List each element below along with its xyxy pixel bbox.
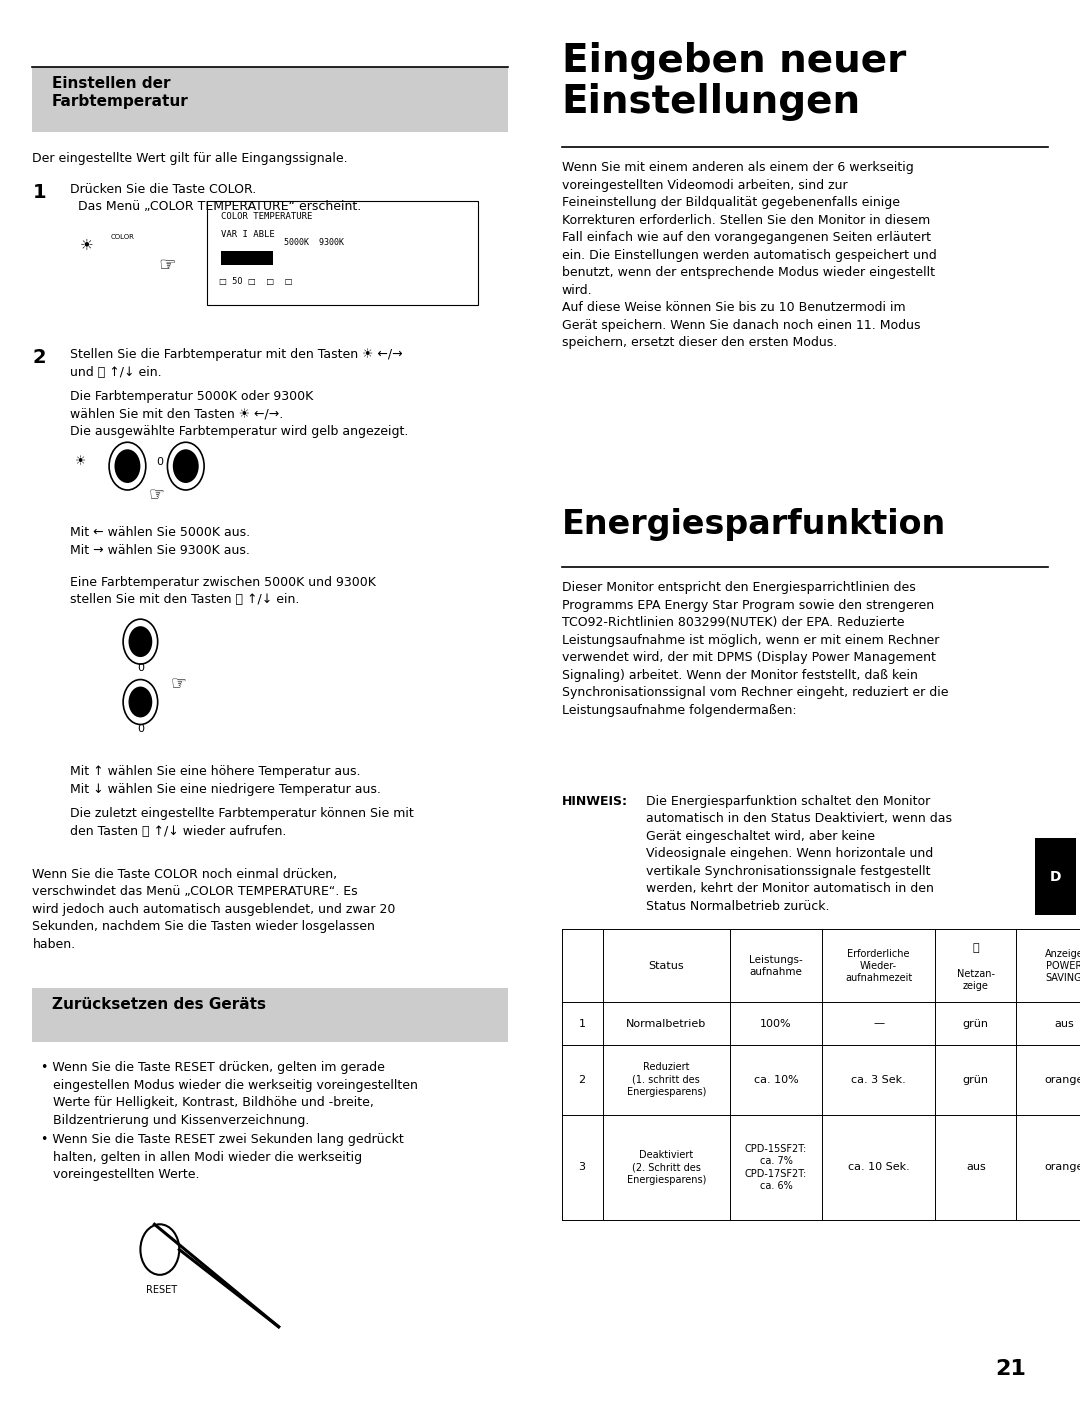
Text: Eingeben neuer
Einstellungen: Eingeben neuer Einstellungen xyxy=(562,42,906,121)
FancyBboxPatch shape xyxy=(1035,838,1076,915)
FancyBboxPatch shape xyxy=(32,988,508,1042)
Text: aus: aus xyxy=(966,1163,986,1172)
Text: Die zuletzt eingestellte Farbtemperatur können Sie mit
den Tasten ⓩ ↑/↓ wieder a: Die zuletzt eingestellte Farbtemperatur … xyxy=(70,807,414,838)
Text: ☞: ☞ xyxy=(159,256,176,275)
Text: Normalbetrieb: Normalbetrieb xyxy=(626,1018,706,1029)
Text: Erforderliche
Wieder-
aufnahmezeit: Erforderliche Wieder- aufnahmezeit xyxy=(845,949,913,983)
Text: Stellen Sie die Farbtemperatur mit den Tasten ☀ ←/→
und ⓩ ↑/↓ ein.: Stellen Sie die Farbtemperatur mit den T… xyxy=(70,348,403,379)
Text: Energiesparfunktion: Energiesparfunktion xyxy=(562,508,946,542)
Text: • Wenn Sie die Taste RESET drücken, gelten im gerade
   eingestellen Modus wiede: • Wenn Sie die Taste RESET drücken, gelt… xyxy=(41,1061,418,1127)
Text: ☞: ☞ xyxy=(149,486,164,503)
Text: Der eingestellte Wert gilt für alle Eingangssignale.: Der eingestellte Wert gilt für alle Eing… xyxy=(32,152,348,164)
Text: aus: aus xyxy=(1054,1018,1074,1029)
Text: 100%: 100% xyxy=(760,1018,792,1029)
Text: 5000K  9300K: 5000K 9300K xyxy=(284,239,345,247)
Text: COLOR: COLOR xyxy=(110,234,134,240)
Circle shape xyxy=(129,687,152,717)
Bar xyxy=(221,251,273,265)
Text: Netzan-
zeige: Netzan- zeige xyxy=(957,969,995,991)
Text: Einstellen der
Farbtemperatur: Einstellen der Farbtemperatur xyxy=(52,76,189,110)
Text: □  50  □    □    □: □ 50 □ □ □ xyxy=(219,278,293,286)
Text: ⓨ: ⓨ xyxy=(972,942,980,953)
Text: 2: 2 xyxy=(579,1074,585,1085)
Text: Deaktiviert
(2. Schritt des
Energiesparens): Deaktiviert (2. Schritt des Energiespare… xyxy=(626,1150,706,1185)
Text: Status: Status xyxy=(649,960,684,972)
Text: ☞: ☞ xyxy=(171,675,186,692)
Text: Drücken Sie die Taste COLOR.
  Das Menü „COLOR TEMPERATURE“ erscheint.: Drücken Sie die Taste COLOR. Das Menü „C… xyxy=(70,183,362,213)
Circle shape xyxy=(129,626,152,657)
Text: grün: grün xyxy=(962,1018,989,1029)
Text: 1: 1 xyxy=(579,1018,585,1029)
Text: Eine Farbtemperatur zwischen 5000K und 9300K
stellen Sie mit den Tasten ⓩ ↑/↓ ei: Eine Farbtemperatur zwischen 5000K und 9… xyxy=(70,576,376,607)
Text: Reduziert
(1. schritt des
Energiesparens): Reduziert (1. schritt des Energiesparens… xyxy=(626,1063,706,1097)
Text: VAR I ABLE: VAR I ABLE xyxy=(221,230,275,239)
Text: 0: 0 xyxy=(137,663,144,674)
Text: 21: 21 xyxy=(995,1359,1026,1379)
Text: Wenn Sie mit einem anderen als einem der 6 werkseitig
voreingestellten Videomodi: Wenn Sie mit einem anderen als einem der… xyxy=(562,161,936,350)
Text: ca. 10 Sek.: ca. 10 Sek. xyxy=(848,1163,909,1172)
Text: 0: 0 xyxy=(157,456,163,468)
Text: COLOR TEMPERATURE: COLOR TEMPERATURE xyxy=(221,212,313,220)
Text: Die Farbtemperatur 5000K oder 9300K
wählen Sie mit den Tasten ☀ ←/→.
Die ausgewä: Die Farbtemperatur 5000K oder 9300K wähl… xyxy=(70,390,408,438)
Circle shape xyxy=(114,449,140,483)
Text: RESET: RESET xyxy=(146,1285,177,1294)
Text: grün: grün xyxy=(962,1074,989,1085)
Text: CPD-15SF2T:
ca. 7%
CPD-17SF2T:
ca. 6%: CPD-15SF2T: ca. 7% CPD-17SF2T: ca. 6% xyxy=(745,1144,807,1191)
Text: 3: 3 xyxy=(579,1163,585,1172)
Circle shape xyxy=(173,449,199,483)
FancyBboxPatch shape xyxy=(32,67,508,132)
Text: D: D xyxy=(1050,870,1061,883)
Text: ☀: ☀ xyxy=(80,237,93,251)
Text: • Wenn Sie die Taste RESET zwei Sekunden lang gedrückt
   halten, gelten in alle: • Wenn Sie die Taste RESET zwei Sekunden… xyxy=(41,1133,404,1181)
Text: orange: orange xyxy=(1044,1074,1080,1085)
Text: ca. 10%: ca. 10% xyxy=(754,1074,798,1085)
Text: 1: 1 xyxy=(32,183,46,202)
Text: Dieser Monitor entspricht den Energiesparrichtlinien des
Programms EPA Energy St: Dieser Monitor entspricht den Energiespa… xyxy=(562,581,948,717)
Text: —: — xyxy=(873,1018,885,1029)
Text: Die Energiesparfunktion schaltet den Monitor
automatisch in den Status Deaktivie: Die Energiesparfunktion schaltet den Mon… xyxy=(646,795,951,913)
Text: Anzeige
POWER
SAVING: Anzeige POWER SAVING xyxy=(1044,949,1080,983)
Text: orange: orange xyxy=(1044,1163,1080,1172)
Text: Zurücksetzen des Geräts: Zurücksetzen des Geräts xyxy=(52,997,266,1012)
Text: Mit ← wählen Sie 5000K aus.
Mit → wählen Sie 9300K aus.: Mit ← wählen Sie 5000K aus. Mit → wählen… xyxy=(70,526,251,557)
Text: 2: 2 xyxy=(32,348,46,368)
FancyBboxPatch shape xyxy=(207,201,478,305)
Text: 0: 0 xyxy=(137,723,144,734)
Text: ca. 3 Sek.: ca. 3 Sek. xyxy=(851,1074,906,1085)
Text: HINWEIS:: HINWEIS: xyxy=(562,795,627,807)
Text: Mit ↑ wählen Sie eine höhere Temperatur aus.
Mit ↓ wählen Sie eine niedrigere Te: Mit ↑ wählen Sie eine höhere Temperatur … xyxy=(70,765,381,796)
Text: Wenn Sie die Taste COLOR noch einmal drücken,
verschwindet das Menü „COLOR TEMPE: Wenn Sie die Taste COLOR noch einmal drü… xyxy=(32,868,395,951)
Text: ☀: ☀ xyxy=(76,455,86,469)
Text: Leistungs-
aufnahme: Leistungs- aufnahme xyxy=(750,955,802,977)
